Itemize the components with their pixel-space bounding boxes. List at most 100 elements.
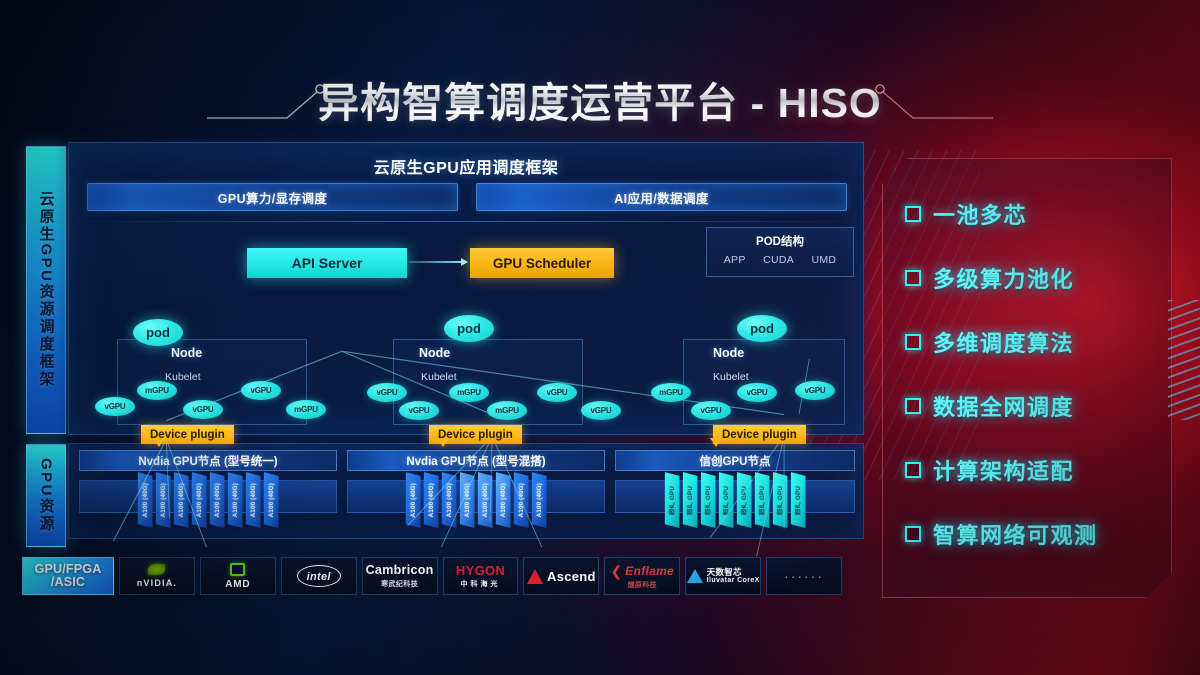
feature-item-1[interactable]: 一池多芯: [905, 193, 1171, 235]
gpu-card-label: A100 (40G): [535, 482, 543, 518]
sidebar-item-cloud-native-framework[interactable]: 云原生GPU资源调度框架: [26, 146, 66, 434]
gpu-card[interactable]: A100 (40G): [423, 472, 439, 528]
gpu-card[interactable]: A100 (40G): [209, 472, 225, 528]
gpu-oval-2-2[interactable]: vGPU: [399, 401, 439, 420]
gpu-oval-3-1[interactable]: mGPU: [651, 383, 691, 402]
gpu-node-title-2: Nvdia GPU节点 (型号混搭): [347, 450, 605, 471]
gpu-oval-1-3[interactable]: vGPU: [183, 400, 223, 419]
gpu-oval-3-4[interactable]: vGPU: [795, 381, 835, 400]
device-plugin-3[interactable]: Device plugin: [713, 425, 806, 444]
node-label-1: Node: [171, 346, 203, 360]
gpu-node-group-3: 信创GPU节点 国产 GPU 国产 GPU 国产 GPU 国产 GPU 国产 G…: [615, 450, 855, 534]
feature-label: 一池多芯: [933, 203, 1028, 228]
page-title-bar: 异构智算调度运营平台 - HISO: [0, 70, 1200, 128]
feature-item-4[interactable]: 数据全网调度: [905, 385, 1171, 427]
vendor-amd[interactable]: AMD: [199, 557, 276, 595]
gpu-oval-2-4[interactable]: mGPU: [487, 401, 527, 420]
gpu-card[interactable]: 国产 GPU: [718, 472, 734, 528]
gpu-oval-2-3[interactable]: mGPU: [449, 383, 489, 402]
gpu-card-label: 国产 GPU: [794, 485, 802, 515]
vendor-gpu-fpga-asic[interactable]: GPU/FPGA /ASIC: [22, 557, 114, 595]
vendor-cambricon[interactable]: Cambricon 寒武纪科技: [361, 557, 438, 595]
vendor-nvidia[interactable]: nVIDIA.: [119, 557, 195, 595]
gpu-oval-1-1[interactable]: vGPU: [95, 397, 135, 416]
vendor-label-sub: Iluvatar CoreX: [706, 576, 760, 584]
gpu-oval-3-3[interactable]: vGPU: [737, 383, 777, 402]
gpu-card[interactable]: A100 (40G): [155, 472, 171, 528]
gpu-node-title-1: Nvdia GPU节点 (型号统一): [79, 450, 337, 471]
gpu-card-label: A100 (40G): [213, 482, 221, 518]
gpu-oval-1-5[interactable]: mGPU: [286, 400, 326, 419]
gpu-card[interactable]: 国产 GPU: [700, 472, 716, 528]
gpu-card[interactable]: A100 (40G): [263, 472, 279, 528]
gpu-oval-2-6[interactable]: vGPU: [581, 401, 621, 420]
feature-list-panel: 一池多芯 多级算力池化 多维调度算法 数据全网调度 计算架构适配 智算网络可观测: [882, 158, 1172, 598]
gpu-card[interactable]: A100 (40G): [137, 472, 153, 528]
gpu-oval-2-5[interactable]: vGPU: [537, 383, 577, 402]
vendor-hygon[interactable]: HYGON 中科海光: [442, 557, 519, 595]
pod-oval-1[interactable]: pod: [133, 319, 183, 346]
pod-oval-3[interactable]: pod: [737, 315, 787, 342]
node-group-3: pod Node Kubelet mGPU vGPU vGPU vGPU Dev…: [651, 315, 865, 444]
gpu-oval-1-4[interactable]: vGPU: [241, 381, 281, 400]
vendor-intel[interactable]: intel: [280, 557, 357, 595]
vendor-iluvatar[interactable]: 天数智芯 Iluvatar CoreX: [685, 557, 762, 595]
vendor-ascend[interactable]: Ascend: [523, 557, 600, 595]
gpu-card[interactable]: A100 (40G): [227, 472, 243, 528]
gpu-card[interactable]: 国产 GPU: [736, 472, 752, 528]
gpu-card[interactable]: A100 (40G): [173, 472, 189, 528]
gpu-card[interactable]: A100 (40G): [405, 472, 421, 528]
vendor-label-sub: 寒武纪科技: [381, 580, 419, 588]
feature-label: 智算网络可观测: [933, 523, 1098, 548]
gpu-card[interactable]: 国产 GPU: [682, 472, 698, 528]
gpu-card[interactable]: A100 (40G): [477, 472, 493, 528]
gpu-card[interactable]: A100 (40G): [191, 472, 207, 528]
gpu-card-label: A100 (40G): [231, 482, 239, 518]
checkbox-icon[interactable]: [905, 206, 921, 222]
pod-layer-cuda: CUDA: [763, 254, 795, 266]
gpu-oval-2-1[interactable]: vGPU: [367, 383, 407, 402]
intel-ring-icon: intel: [296, 565, 341, 587]
gpu-card-label: A100 (40G): [481, 482, 489, 518]
pod-oval-2[interactable]: pod: [444, 315, 494, 342]
sidebar-item-gpu-resource[interactable]: GPU资源: [26, 444, 66, 547]
vendor-label-main: 天数智芯: [706, 567, 742, 578]
vendor-enflame[interactable]: ❮ Enflame 燧原科技: [604, 557, 681, 595]
gpu-cards-2: A100 (40G) A100 (40G) A100 (40G) A100 (4…: [347, 472, 605, 530]
checkbox-icon[interactable]: [905, 398, 921, 414]
vendor-more[interactable]: ······: [766, 557, 843, 595]
gpu-card[interactable]: 国产 GPU: [754, 472, 770, 528]
checkbox-icon[interactable]: [905, 334, 921, 350]
gpu-card[interactable]: A100 (40G): [245, 472, 261, 528]
checkbox-icon[interactable]: [905, 462, 921, 478]
bar-ai-data-scheduling[interactable]: AI应用/数据调度: [476, 183, 847, 211]
framework-divider: [69, 221, 863, 222]
gpu-card[interactable]: A100 (40G): [531, 472, 547, 528]
api-server-node[interactable]: API Server: [247, 248, 407, 278]
gpu-scheduler-node[interactable]: GPU Scheduler: [470, 248, 614, 278]
checkbox-icon[interactable]: [905, 270, 921, 286]
gpu-oval-3-2[interactable]: vGPU: [691, 401, 731, 420]
gpu-oval-1-2[interactable]: mGPU: [137, 381, 177, 400]
gpu-card[interactable]: 国产 GPU: [772, 472, 788, 528]
gpu-card[interactable]: A100 (40G): [441, 472, 457, 528]
gpu-card-label: A100 (40G): [267, 482, 275, 518]
bar-gpu-compute-scheduling[interactable]: GPU算力/显存调度: [87, 183, 458, 211]
vendor-label-main: GPU/FPGA: [34, 561, 102, 576]
gpu-card[interactable]: A100 (40G): [495, 472, 511, 528]
gpu-card-label: A100 (40G): [517, 482, 525, 518]
architecture-diagram: 云原生GPU应用调度框架 GPU算力/显存调度 AI应用/数据调度: [22, 142, 864, 594]
amd-arrow-icon: [230, 562, 246, 576]
gpu-card[interactable]: A100 (40G): [459, 472, 475, 528]
feature-item-6[interactable]: 智算网络可观测: [905, 513, 1171, 555]
feature-item-2[interactable]: 多级算力池化: [905, 257, 1171, 299]
gpu-cards-3: 国产 GPU 国产 GPU 国产 GPU 国产 GPU 国产 GPU 国产 GP…: [615, 472, 855, 530]
gpu-card[interactable]: 国产 GPU: [790, 472, 806, 528]
vendor-label-sub: 燧原科技: [627, 581, 658, 589]
vendor-label-main: ······: [784, 568, 825, 584]
checkbox-icon[interactable]: [905, 526, 921, 542]
gpu-card[interactable]: A100 (40G): [513, 472, 529, 528]
feature-item-3[interactable]: 多维调度算法: [905, 321, 1171, 363]
feature-item-5[interactable]: 计算架构适配: [905, 449, 1171, 491]
gpu-card[interactable]: 国产 GPU: [664, 472, 680, 528]
